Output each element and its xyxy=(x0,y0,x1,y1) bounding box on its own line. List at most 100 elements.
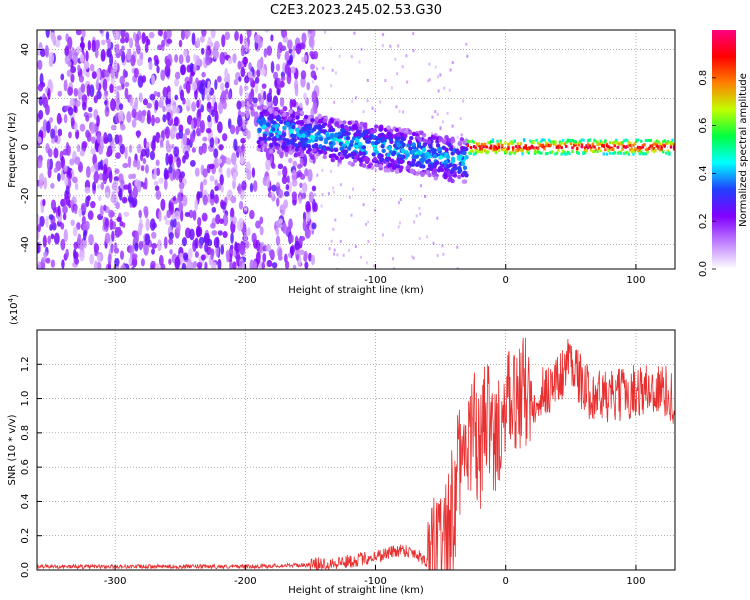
heatmap-cell xyxy=(197,216,202,227)
heatmap-cell xyxy=(271,127,276,132)
heatmap-cell xyxy=(113,187,120,193)
heatmap-cell xyxy=(241,144,245,152)
heatmap-cell xyxy=(565,152,568,156)
heatmap-cell xyxy=(79,149,85,157)
heatmap-cell xyxy=(433,176,438,181)
heatmap-cell xyxy=(219,177,224,183)
heatmap-cell xyxy=(277,163,284,170)
heatmap-cell xyxy=(366,261,369,265)
heatmap-cell xyxy=(422,138,428,143)
heatmap-cell xyxy=(565,140,568,144)
heatmap-cell xyxy=(292,137,297,143)
heatmap-cell xyxy=(437,75,440,79)
heatmap-cell xyxy=(536,146,540,150)
heatmap-cell xyxy=(415,214,418,218)
heatmap-cell xyxy=(303,250,308,261)
heatmap-cell xyxy=(345,135,351,141)
heatmap-cell xyxy=(294,83,299,97)
heatmap-cell xyxy=(466,54,469,58)
heatmap-cell xyxy=(254,76,260,84)
heatmap-cell xyxy=(99,205,104,217)
heatmap-cell xyxy=(188,209,194,219)
heatmap-cell xyxy=(37,136,42,144)
heatmap-cell xyxy=(397,225,400,229)
heatmap-cell xyxy=(262,143,268,148)
heatmap-cell xyxy=(126,111,132,123)
heatmap-cell xyxy=(526,150,529,154)
heatmap-cell xyxy=(414,154,420,159)
heatmap-cell xyxy=(372,264,375,268)
heatmap-cell xyxy=(37,242,40,253)
heatmap-cell xyxy=(604,148,607,152)
heatmap-cell xyxy=(268,249,275,257)
heatmap-cell xyxy=(82,101,87,111)
heatmap-cell xyxy=(352,158,358,163)
heatmap-cell xyxy=(511,146,515,150)
heatmap-cell xyxy=(278,119,284,125)
heatmap-cell xyxy=(65,185,70,196)
heatmap-cell xyxy=(426,79,429,83)
heatmap-cell xyxy=(270,61,275,74)
heatmap-cell xyxy=(333,133,339,138)
heatmap-cell xyxy=(306,82,311,91)
heatmap-cell xyxy=(406,143,411,148)
heatmap-cell xyxy=(210,222,216,229)
heatmap-cell xyxy=(348,248,351,252)
heatmap-cell xyxy=(195,117,202,128)
heatmap-cell xyxy=(266,175,271,189)
heatmap-cell xyxy=(80,83,86,93)
heatmap-cell xyxy=(438,155,443,160)
heatmap-cell xyxy=(184,150,189,160)
heatmap-cell xyxy=(276,149,282,155)
heatmap-cell xyxy=(96,114,100,127)
heatmap-cell xyxy=(526,147,529,151)
heatmap-cell xyxy=(46,158,51,171)
heatmap-cell xyxy=(314,122,317,126)
heatmap-cell xyxy=(447,142,452,147)
heatmap-cell xyxy=(406,160,412,166)
heatmap-cell xyxy=(199,35,205,43)
heatmap-cell xyxy=(174,53,179,63)
heatmap-cell xyxy=(113,60,118,72)
heatmap-cell xyxy=(47,235,52,245)
heatmap-cell xyxy=(57,128,63,137)
heatmap-cell xyxy=(317,123,322,129)
heatmap-cell xyxy=(602,144,606,148)
heatmap-cell xyxy=(257,127,262,133)
heatmap-cell xyxy=(654,140,657,144)
heatmap-cell xyxy=(104,217,110,228)
heatmap-cell xyxy=(434,65,437,69)
heatmap-cell xyxy=(490,146,493,150)
heatmap-cell xyxy=(134,230,140,244)
heatmap-cell xyxy=(205,48,210,61)
heatmap-cell xyxy=(569,142,573,146)
heatmap-cell xyxy=(64,45,69,56)
heatmap-cell xyxy=(493,144,496,148)
heatmap-cell xyxy=(236,100,242,110)
heatmap-cell xyxy=(588,144,591,148)
heatmap-cell xyxy=(220,244,225,255)
heatmap-cell xyxy=(583,149,587,153)
heatmap-cell xyxy=(180,30,186,41)
heatmap-cell xyxy=(405,164,411,170)
heatmap-cell xyxy=(316,131,321,136)
heatmap-cell xyxy=(397,44,400,48)
heatmap-cell xyxy=(538,151,541,155)
heatmap-cell xyxy=(233,78,239,86)
heatmap-cell xyxy=(641,145,645,149)
heatmap-cell xyxy=(56,112,62,125)
heatmap-cell xyxy=(601,144,604,148)
heatmap-cell xyxy=(607,145,610,149)
heatmap-cell xyxy=(324,30,327,34)
heatmap-cell xyxy=(380,143,385,149)
heatmap-cell xyxy=(159,139,164,148)
heatmap-cell xyxy=(275,145,280,150)
heatmap-cell xyxy=(38,109,44,120)
heatmap-cell xyxy=(129,96,134,107)
heatmap-cell xyxy=(136,143,142,154)
heatmap-cell xyxy=(400,148,406,153)
heatmap-cell xyxy=(191,32,196,46)
heatmap-cell xyxy=(238,120,243,126)
heatmap-cell xyxy=(354,144,359,150)
heatmap-cell xyxy=(370,129,375,135)
